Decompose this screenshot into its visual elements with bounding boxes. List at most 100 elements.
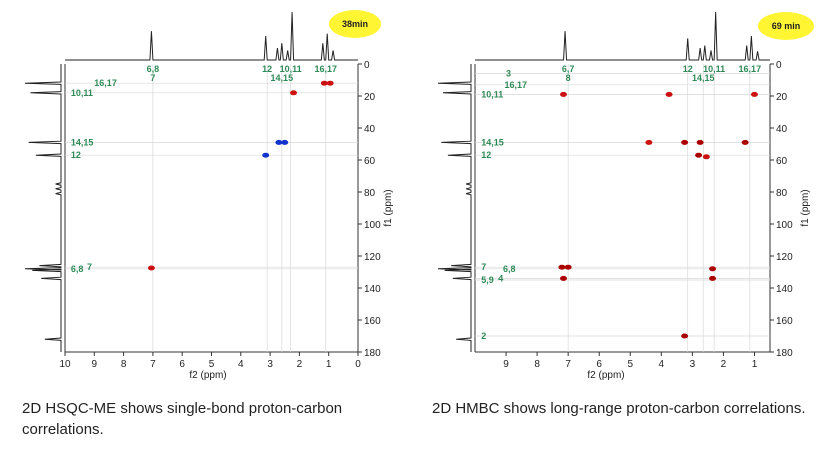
hmbc-left-peak-label: 4 [498, 273, 503, 283]
hmbc-xtick-label: 7 [565, 359, 571, 370]
hsqc-ytick-label: 140 [364, 284, 381, 295]
hsqc-xtick-label: 7 [150, 359, 156, 370]
hmbc-cross-peak [695, 152, 703, 158]
hmbc-cross-peak [709, 266, 717, 272]
hmbc-ytick-label: 80 [776, 188, 788, 199]
hmbc-cross-peak [665, 91, 673, 97]
hsqc-left-peak-label: 10,11 [71, 88, 93, 98]
hmbc-cross-peak [564, 264, 572, 270]
hmbc-left-peak-label: 10,11 [481, 89, 503, 99]
hmbc-cross-peak [702, 154, 710, 160]
hmbc-cross-peak [558, 264, 566, 270]
hmbc-xtick-label: 6 [596, 359, 602, 370]
hmbc-top-peak-label: 14,15 [692, 73, 715, 83]
hmbc-top-peak-label: 6,7 [562, 64, 575, 74]
hmbc-top-peak-label: 12 [683, 64, 693, 74]
hsqc-x-axis-title: f2 (ppm) [189, 370, 226, 381]
hmbc-x-axis-title: f2 (ppm) [587, 370, 624, 381]
hmbc-xtick-label: 8 [534, 359, 540, 370]
hsqc-xtick-label: 2 [297, 359, 303, 370]
hmbc-cross-peak [559, 275, 567, 281]
hmbc-cross-peak [709, 275, 717, 281]
hmbc-ytick-label: 160 [776, 316, 793, 327]
hsqc-ytick-label: 80 [364, 188, 376, 199]
hsqc-top-peak-label: 7 [150, 73, 155, 83]
hsqc-top-peak-label: 6,8 [147, 64, 160, 74]
hmbc-xtick-label: 1 [752, 359, 758, 370]
hsqc-y-axis-title: f1 (ppm) [383, 189, 394, 226]
hsqc-carbon-spectrum [24, 64, 62, 352]
hsqc-time-badge-label: 38min [342, 19, 368, 29]
hmbc-proton-spectrum [475, 11, 770, 61]
hmbc-time-badge-label: 69 min [772, 21, 801, 31]
hmbc-ytick-label: 20 [776, 92, 788, 103]
hsqc-xtick-label: 10 [59, 359, 71, 370]
hmbc-left-peak-label: 2 [481, 331, 486, 341]
hsqc-proton-spectrum [65, 11, 358, 61]
hsqc-xtick-label: 5 [209, 359, 215, 370]
hsqc-cross-peak [147, 265, 155, 271]
hmbc-cross-peak [696, 139, 704, 145]
hmbc-cross-peak [741, 139, 749, 145]
hmbc-cross-peak [681, 139, 689, 145]
hsqc-left-peak-label: 12 [71, 150, 81, 160]
hmbc-left-peak-label: 14,15 [481, 137, 504, 147]
hmbc-caption: 2D HMBC shows long-range proton-carbon c… [432, 400, 806, 417]
hsqc-left-peak-label: 14,15 [71, 137, 94, 147]
hmbc-xtick-label: 2 [721, 359, 727, 370]
hsqc-ytick-label: 60 [364, 156, 376, 167]
hmbc-xtick-label: 9 [503, 359, 509, 370]
hsqc-left-peak-label: 7 [87, 262, 92, 272]
hsqc-ytick-label: 100 [364, 220, 381, 231]
hsqc-cross-peak [275, 139, 283, 145]
hsqc-cross-peak [262, 152, 270, 158]
hsqc-xtick-label: 8 [121, 359, 127, 370]
hmbc-time-badge [758, 12, 814, 40]
hsqc-xtick-label: 0 [355, 359, 361, 370]
hmbc-cross-peak [750, 91, 758, 97]
hmbc-left-peak-label: 12 [481, 150, 491, 160]
hsqc-time-badge [329, 10, 381, 38]
hmbc-cross-peak [645, 139, 653, 145]
hsqc-xtick-label: 9 [92, 359, 98, 370]
hsqc-xtick-label: 4 [238, 359, 244, 370]
hsqc-caption: 2D HSQC-ME shows single-bond proton-carb… [22, 400, 343, 438]
hsqc-top-peak-label: 14,15 [271, 73, 294, 83]
hsqc-ytick-label: 120 [364, 252, 381, 263]
hsqc-top-peak-label: 10,11 [280, 64, 302, 74]
hsqc-cross-peak [326, 80, 334, 86]
hsqc-left-peak-label: 6,8 [71, 264, 84, 274]
hmbc-cross-peak [559, 91, 567, 97]
hsqc-xtick-label: 1 [326, 359, 332, 370]
hmbc-ytick-label: 120 [776, 252, 793, 263]
hmbc-ytick-label: 180 [776, 348, 793, 359]
hmbc-carbon-spectrum [437, 64, 472, 352]
hmbc-xtick-label: 4 [659, 359, 665, 370]
hsqc-ytick-label: 180 [364, 348, 381, 359]
hmbc-y-axis-title: f1 (ppm) [800, 189, 811, 226]
hsqc-left-peak-label: 16,17 [94, 78, 117, 88]
hmbc-cross-peak [681, 333, 689, 339]
hsqc-top-peak-label: 16,17 [315, 64, 338, 74]
hmbc-ytick-label: 0 [776, 60, 782, 71]
hmbc-top-peak-label: 8 [566, 73, 571, 83]
hmbc-left-peak-label: 7 [481, 262, 486, 272]
hmbc-ytick-label: 140 [776, 284, 793, 295]
hmbc-left-peak-label: 5,9 [481, 275, 494, 285]
hmbc-xtick-label: 3 [690, 359, 696, 370]
hsqc-cross-peak [281, 139, 289, 145]
hmbc-ytick-label: 40 [776, 124, 788, 135]
hmbc-left-peak-label: 6,8 [503, 264, 516, 274]
hsqc-ytick-label: 40 [364, 124, 376, 135]
hmbc-top-peak-label: 16,17 [739, 64, 762, 74]
hmbc-ytick-label: 100 [776, 220, 793, 231]
hsqc-ytick-label: 160 [364, 316, 381, 327]
hsqc-xtick-label: 3 [267, 359, 273, 370]
hsqc-ytick-label: 0 [364, 60, 370, 71]
hsqc-top-peak-label: 12 [262, 64, 272, 74]
hmbc-xtick-label: 5 [627, 359, 633, 370]
hsqc-ytick-label: 20 [364, 92, 376, 103]
hmbc-top-peak-label: 10,11 [703, 64, 725, 74]
hsqc-cross-peak [290, 90, 298, 96]
